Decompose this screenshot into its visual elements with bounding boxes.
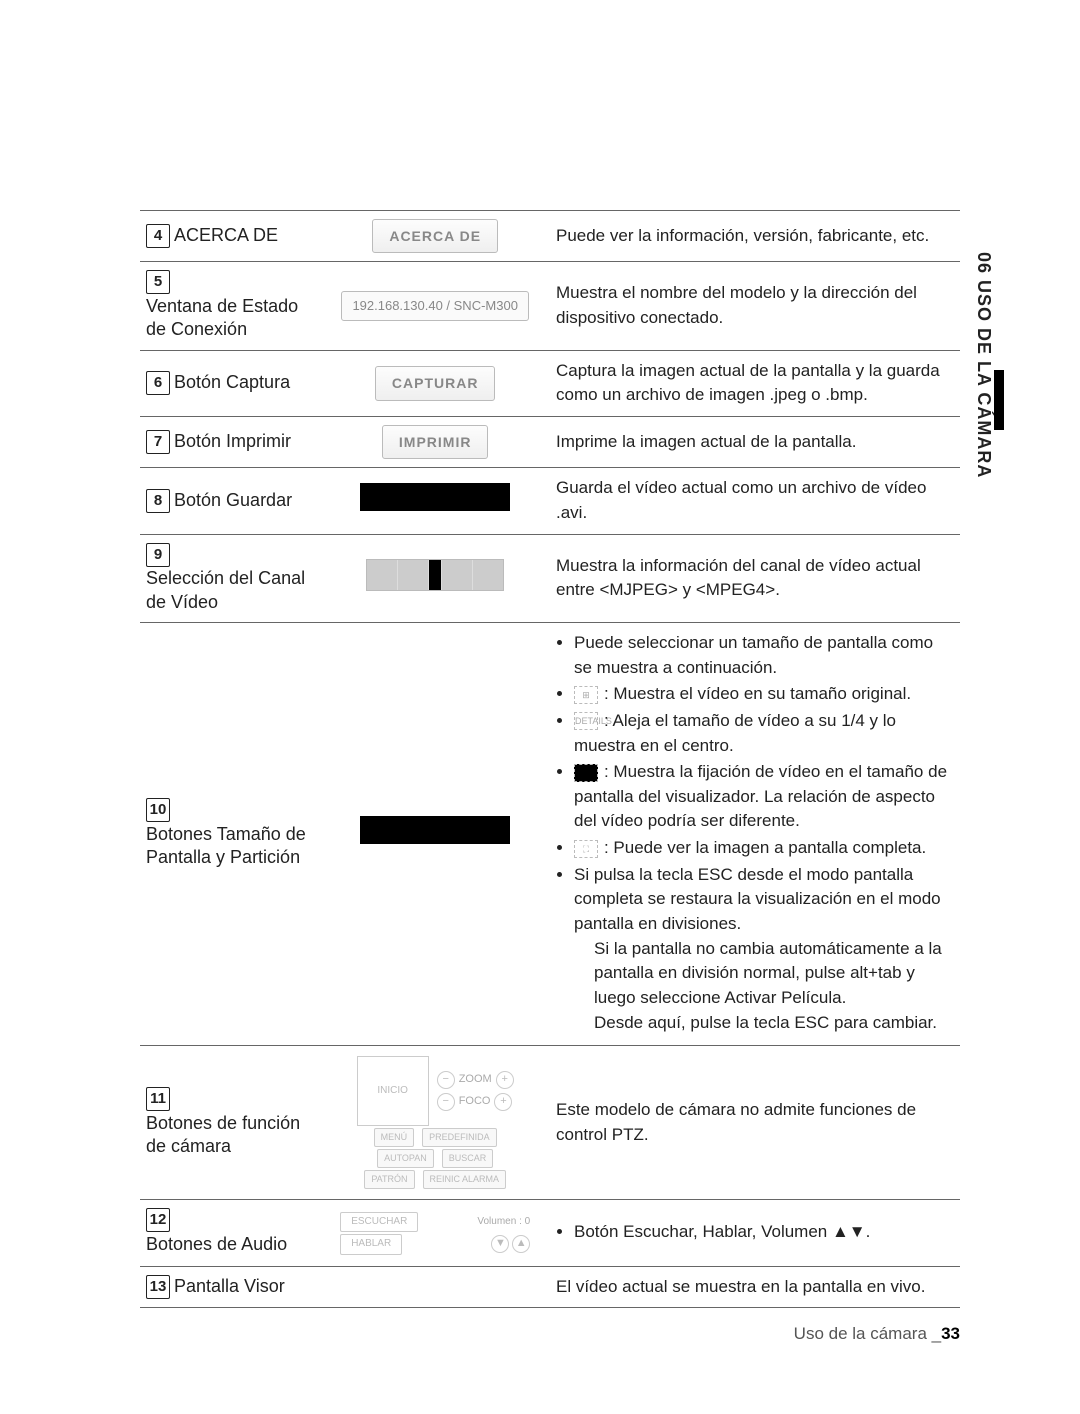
ptz-pattern-button: PATRÓN	[364, 1170, 414, 1189]
connection-status-field: 192.168.130.40 / SNC-M300	[341, 291, 529, 322]
table-row: 8Botón Guardar Guarda el vídeo actual co…	[140, 468, 960, 534]
channel-strip-image	[366, 559, 504, 591]
ptz-control-panel: INICIO −ZOOM+ −FOCO+ MENÚPREDEFINIDA AUT…	[340, 1056, 530, 1189]
size-quarter-icon: DETAILS	[574, 712, 598, 730]
row-number: 9	[146, 543, 170, 567]
table-row: 11Botones de función de cámara INICIO −Z…	[140, 1046, 960, 1200]
size-fit-icon	[574, 764, 598, 782]
zoom-in-icon: +	[496, 1071, 514, 1089]
ptz-alarm-reset-button: REINIC ALARMA	[423, 1170, 507, 1189]
about-button: ACERCA DE	[372, 219, 498, 253]
volume-up-icon: ▲	[512, 1235, 530, 1253]
row-desc: Muestra el nombre del modelo y la direcc…	[550, 262, 960, 350]
ptz-menu-button: MENÚ	[374, 1128, 415, 1147]
row-name: Botones de función de cámara	[146, 1112, 314, 1159]
focus-out-icon: −	[437, 1093, 455, 1111]
row-desc: El vídeo actual se muestra en la pantall…	[550, 1266, 960, 1308]
row-number: 12	[146, 1208, 170, 1232]
table-row: 5Ventana de Estado de Conexión 192.168.1…	[140, 262, 960, 350]
row-desc: Captura la imagen actual de la pantalla …	[550, 350, 960, 416]
table-row: 9Selección del Canal de Vídeo Muestra la…	[140, 534, 960, 622]
table-row: 6Botón Captura CAPTURAR Captura la image…	[140, 350, 960, 416]
ptz-dpad: INICIO	[357, 1056, 429, 1126]
ptz-preset-button: PREDEFINIDA	[422, 1128, 497, 1147]
row-number: 4	[146, 224, 170, 248]
row-name: Botón Captura	[174, 371, 290, 394]
volume-label: Volumen : 0	[477, 1215, 530, 1230]
row-desc: Puede ver la información, versión, fabri…	[550, 211, 960, 262]
row-desc-list: Botón Escuchar, Hablar, Volumen ▲▼.	[556, 1220, 954, 1245]
talk-button: HABLAR	[340, 1234, 402, 1255]
side-accent-bar	[994, 370, 1004, 430]
row-number: 5	[146, 270, 170, 294]
row-number: 8	[146, 489, 170, 513]
listen-button: ESCUCHAR	[340, 1212, 418, 1233]
table-row: 12Botones de Audio ESCUCHAR Volumen : 0 H…	[140, 1200, 960, 1266]
focus-in-icon: +	[494, 1093, 512, 1111]
table-row: 4ACERCA DE ACERCA DE Puede ver la inform…	[140, 211, 960, 262]
section-side-tab: 06 USO DE LA CÁMARA	[973, 252, 994, 478]
capture-button: CAPTURAR	[375, 366, 496, 400]
row-desc: Guarda el vídeo actual como un archivo d…	[550, 468, 960, 534]
row-desc: Imprime la imagen actual de la pantalla.	[550, 417, 960, 468]
row-name: Pantalla Visor	[174, 1275, 285, 1298]
ptz-autopan-button: AUTOPAN	[377, 1149, 434, 1168]
table-row: 10Botones Tamaño de Pantalla y Partición…	[140, 623, 960, 1046]
save-button-image	[360, 483, 510, 511]
row-name: Botón Guardar	[174, 489, 292, 512]
row-number: 6	[146, 371, 170, 395]
volume-down-icon: ▼	[491, 1235, 509, 1253]
screen-size-image	[360, 816, 510, 844]
row-name: Botones Tamaño de Pantalla y Partición	[146, 823, 314, 870]
row-name: Botón Imprimir	[174, 430, 291, 453]
row-name: Selección del Canal de Vídeo	[146, 567, 314, 614]
reference-table: 4ACERCA DE ACERCA DE Puede ver la inform…	[140, 210, 960, 1308]
row-name: ACERCA DE	[174, 224, 278, 247]
row-name: Botones de Audio	[146, 1233, 287, 1256]
size-fullscreen-icon: ⛶	[574, 840, 598, 858]
row-name: Ventana de Estado de Conexión	[146, 295, 314, 342]
table-row: 13Pantalla Visor El vídeo actual se mues…	[140, 1266, 960, 1308]
page-footer: Uso de la cámara _33	[794, 1324, 960, 1344]
print-button: IMPRIMIR	[382, 425, 489, 459]
row-desc: Este modelo de cámara no admite funcione…	[550, 1046, 960, 1200]
table-row: 7Botón Imprimir IMPRIMIR Imprime la imag…	[140, 417, 960, 468]
row-number: 13	[146, 1275, 170, 1299]
zoom-out-icon: −	[437, 1071, 455, 1089]
row-number: 10	[146, 798, 170, 822]
row-number: 11	[146, 1087, 170, 1111]
row-desc: Muestra la información del canal de víde…	[550, 534, 960, 622]
row-number: 7	[146, 430, 170, 454]
ptz-search-button: BUSCAR	[442, 1149, 494, 1168]
audio-panel: ESCUCHAR Volumen : 0 HABLAR ▼ ▲	[340, 1212, 530, 1255]
row-desc-list: Puede seleccionar un tamaño de pantalla …	[556, 631, 954, 1035]
size-original-icon: ⊞	[574, 686, 598, 704]
